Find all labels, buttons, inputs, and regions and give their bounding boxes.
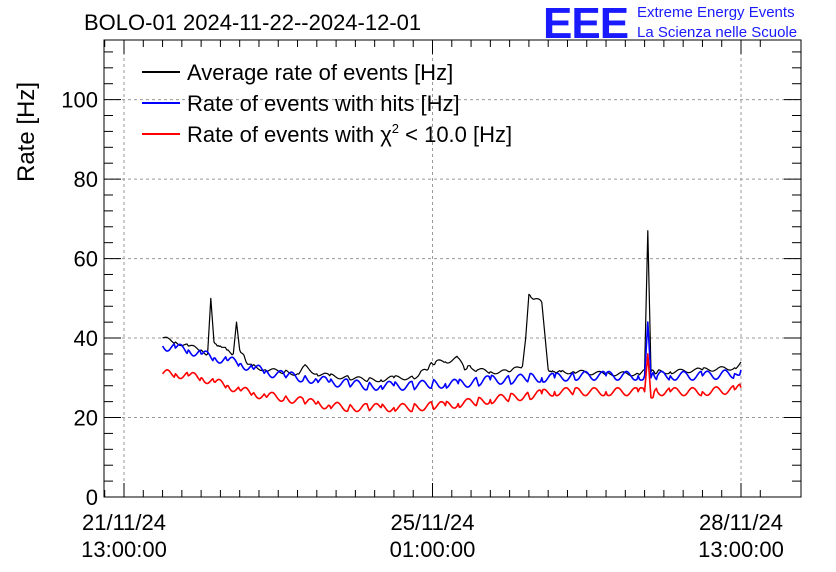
legend-label-0: Average rate of events [Hz]	[187, 60, 453, 85]
legend-superscript: 2	[392, 121, 399, 136]
eee-logo: EEE	[543, 0, 629, 48]
series-lines	[161, 230, 742, 413]
legend-label-2: Rate of events with χ2 < 10.0 [Hz]	[187, 121, 512, 147]
axis-ticks	[104, 40, 801, 498]
y-tick-label: 80	[74, 167, 98, 192]
y-tick-label: 60	[74, 247, 98, 272]
y-tick-label: 40	[74, 326, 98, 351]
y-tick-label: 100	[61, 88, 98, 113]
legend-text-part: < 10.0 [Hz]	[399, 122, 512, 147]
logo-line-2: La Scienza nelle Scuole	[637, 24, 798, 41]
legend: Average rate of events [Hz] Rate of event…	[142, 60, 512, 147]
series-line-2	[161, 353, 742, 413]
legend-chi-symbol: χ	[380, 122, 392, 147]
y-tick-label: 20	[74, 406, 98, 431]
x-tick-label-time: 13:00:00	[81, 537, 167, 562]
x-tick-label-date: 28/11/24	[699, 510, 783, 535]
x-tick-label-date: 21/11/24	[82, 510, 166, 535]
x-tick-label-time: 01:00:00	[390, 537, 476, 562]
chart-title: BOLO-01 2024-11-22--2024-12-01	[84, 10, 422, 35]
series-line-0	[162, 230, 742, 383]
legend-label-1: Rate of events with hits [Hz]	[187, 91, 460, 116]
y-axis-label: Rate [Hz]	[13, 81, 40, 183]
legend-text-part: Rate of events with	[187, 122, 380, 147]
logo-line-1: Extreme Energy Events	[637, 4, 795, 21]
series-line-1	[161, 321, 742, 391]
grid-lines	[104, 40, 801, 497]
plot-frame	[103, 39, 802, 498]
x-tick-label-time: 13:00:00	[698, 537, 784, 562]
x-tick-label-date: 25/11/24	[390, 510, 474, 535]
y-tick-label: 0	[86, 485, 98, 510]
tick-labels: 02040608010021/11/2413:00:0025/11/2401:0…	[61, 88, 784, 562]
